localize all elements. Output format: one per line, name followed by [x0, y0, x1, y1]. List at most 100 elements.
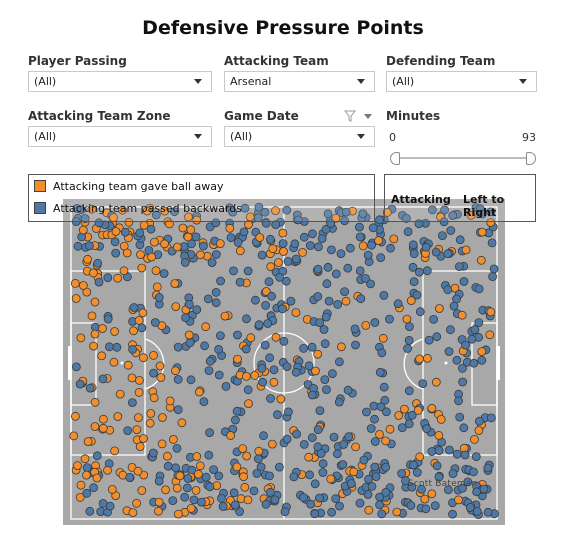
event-point[interactable] — [123, 426, 133, 436]
event-point[interactable] — [315, 406, 325, 416]
event-point[interactable] — [191, 232, 201, 242]
event-point[interactable] — [371, 472, 381, 482]
event-point[interactable] — [408, 262, 418, 272]
event-point[interactable] — [401, 213, 411, 223]
event-point[interactable] — [306, 499, 316, 509]
event-point[interactable] — [470, 434, 479, 444]
event-point[interactable] — [194, 387, 204, 397]
event-point[interactable] — [155, 361, 165, 371]
event-point[interactable] — [94, 277, 104, 287]
event-point[interactable] — [432, 332, 442, 342]
event-point[interactable] — [329, 432, 339, 442]
event-point[interactable] — [375, 215, 385, 225]
event-point[interactable] — [477, 209, 487, 219]
event-point[interactable] — [239, 227, 249, 237]
event-point[interactable] — [271, 206, 280, 216]
event-point[interactable] — [178, 223, 188, 233]
event-point[interactable] — [185, 338, 195, 348]
event-point[interactable] — [174, 509, 183, 519]
event-point[interactable] — [321, 312, 331, 322]
event-point[interactable] — [412, 468, 422, 477]
event-point[interactable] — [308, 229, 317, 239]
event-point[interactable] — [147, 252, 156, 262]
event-point[interactable] — [265, 471, 274, 481]
event-point[interactable] — [268, 244, 278, 254]
event-point[interactable] — [205, 428, 215, 438]
event-point[interactable] — [351, 340, 360, 350]
event-point[interactable] — [299, 343, 309, 353]
event-point[interactable] — [322, 279, 332, 289]
event-point[interactable] — [320, 375, 330, 385]
event-point[interactable] — [336, 249, 346, 258]
event-point[interactable] — [292, 429, 302, 439]
event-point[interactable] — [98, 374, 108, 384]
event-point[interactable] — [149, 393, 159, 403]
event-point[interactable] — [436, 414, 446, 424]
event-point[interactable] — [254, 446, 264, 456]
event-point[interactable] — [392, 507, 402, 517]
event-point[interactable] — [486, 307, 496, 317]
event-point[interactable] — [256, 462, 266, 472]
event-point[interactable] — [343, 263, 353, 273]
event-point[interactable] — [367, 481, 377, 491]
event-point[interactable] — [386, 243, 395, 253]
event-point[interactable] — [207, 258, 217, 267]
event-point[interactable] — [282, 362, 292, 372]
event-point[interactable] — [229, 488, 239, 498]
event-point[interactable] — [427, 489, 437, 499]
event-point[interactable] — [265, 234, 275, 244]
event-point[interactable] — [472, 487, 482, 497]
event-point[interactable] — [486, 207, 496, 217]
event-point[interactable] — [418, 379, 428, 389]
event-point[interactable] — [422, 424, 432, 434]
event-point[interactable] — [146, 224, 156, 234]
event-point[interactable] — [459, 277, 469, 286]
event-point[interactable] — [72, 203, 82, 213]
event-point[interactable] — [291, 308, 301, 317]
event-point[interactable] — [235, 246, 245, 256]
event-point[interactable] — [129, 303, 139, 312]
event-point[interactable] — [380, 395, 390, 405]
event-point[interactable] — [252, 468, 262, 478]
event-point[interactable] — [205, 482, 215, 492]
event-point[interactable] — [152, 282, 162, 292]
event-point[interactable] — [146, 409, 156, 418]
event-point[interactable] — [341, 296, 351, 306]
event-point[interactable] — [216, 493, 226, 503]
event-point[interactable] — [440, 205, 450, 215]
event-point[interactable] — [345, 243, 355, 253]
event-point[interactable] — [137, 323, 147, 333]
event-point[interactable] — [368, 223, 378, 233]
event-point[interactable] — [355, 232, 365, 242]
event-point[interactable] — [483, 507, 493, 517]
event-point[interactable] — [476, 255, 486, 265]
event-point[interactable] — [94, 218, 104, 228]
event-point[interactable] — [319, 325, 329, 334]
event-point[interactable] — [128, 508, 138, 518]
event-point[interactable] — [122, 248, 132, 258]
event-point[interactable] — [409, 277, 419, 287]
pitch-map[interactable] — [63, 199, 505, 525]
event-point[interactable] — [139, 353, 148, 363]
event-point[interactable] — [191, 485, 201, 495]
event-point[interactable] — [235, 277, 245, 287]
legend-item-passed-backwards[interactable]: Attacking team passed backwards — [34, 202, 242, 216]
event-point[interactable] — [275, 273, 285, 282]
minutes-slider-track[interactable] — [395, 157, 532, 159]
event-point[interactable] — [214, 344, 224, 354]
event-point[interactable] — [209, 465, 219, 475]
event-point[interactable] — [299, 493, 308, 502]
event-point[interactable] — [111, 248, 121, 258]
event-point[interactable] — [477, 227, 487, 237]
event-point[interactable] — [323, 209, 333, 219]
event-point[interactable] — [181, 313, 190, 322]
event-point[interactable] — [160, 206, 170, 216]
event-point[interactable] — [265, 487, 275, 497]
event-point[interactable] — [307, 390, 317, 400]
event-point[interactable] — [171, 463, 181, 473]
event-point[interactable] — [118, 205, 127, 215]
event-point[interactable] — [489, 264, 499, 274]
event-point[interactable] — [73, 241, 83, 251]
event-point[interactable] — [474, 426, 484, 435]
event-point[interactable] — [281, 276, 291, 286]
